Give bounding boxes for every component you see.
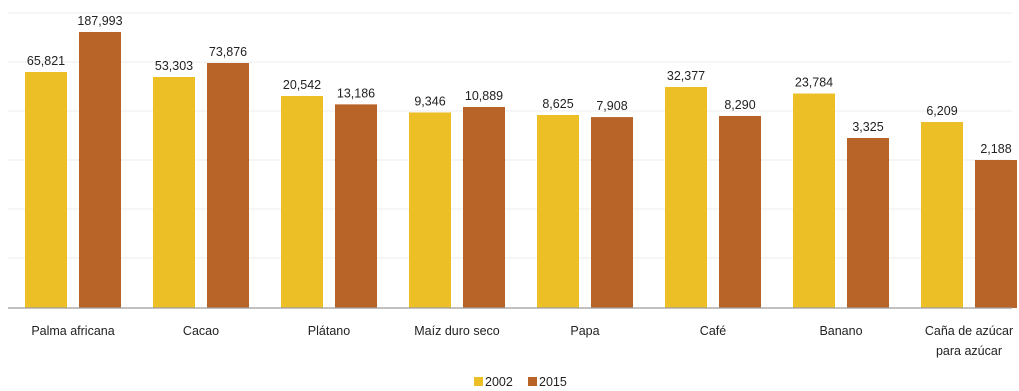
data-labels: 65,821 187,993 53,303 73,876 20,542 13,186 9,3… [27,14,1012,156]
bar-2015 [463,107,505,308]
bar-2015 [975,160,1017,308]
bar-2015 [847,138,889,308]
category-label: Plátano [308,324,350,338]
bar-2015 [207,63,249,308]
data-label: 23,784 [795,76,833,90]
bar-2015 [719,115,761,308]
data-label: 6,209 [926,104,957,118]
bar-2002 [665,87,707,308]
data-label: 73,876 [209,45,247,59]
category-label: Cacao [183,324,219,338]
data-label: 9,346 [414,94,445,108]
legend-swatch-2015 [528,377,537,386]
data-label: 20,542 [283,78,321,92]
data-label: 10,889 [465,89,503,103]
category-label: Café [700,324,726,338]
data-label: 8,625 [542,97,573,111]
bar-2015 [591,117,633,309]
bar-2015 [335,104,377,308]
bar-2002 [409,112,451,308]
bar-2002 [281,96,323,308]
data-label: 187,993 [77,14,122,28]
data-label: 2,188 [980,142,1011,156]
category-labels: Palma africana Cacao Plátano Maíz duro seco… [31,324,1013,358]
data-label: 7,908 [596,99,627,113]
data-label: 32,377 [667,69,705,83]
data-label: 53,303 [155,59,193,73]
legend: 2002 2015 [474,375,567,389]
bar-2002 [153,77,195,308]
bar-2002 [921,122,963,308]
category-label: Papa [570,324,599,338]
category-label: Caña de azúcar [925,324,1013,338]
category-label: Palma africana [31,324,114,338]
bar-2015 [79,32,121,308]
legend-label-2015: 2015 [539,375,567,389]
data-label: 8,290 [724,98,755,112]
data-label: 13,186 [337,86,375,100]
legend-swatch-2002 [474,377,483,386]
bar-2002 [25,72,67,308]
data-label: 3,325 [852,120,883,134]
category-label: Banano [819,324,862,338]
bars [25,32,1017,309]
legend-label-2002: 2002 [485,375,513,389]
category-label: Maíz duro seco [414,324,500,338]
category-label: para azúcar [936,344,1002,358]
bar-2002 [537,115,579,308]
data-label: 65,821 [27,54,65,68]
bar-2002 [793,93,835,308]
